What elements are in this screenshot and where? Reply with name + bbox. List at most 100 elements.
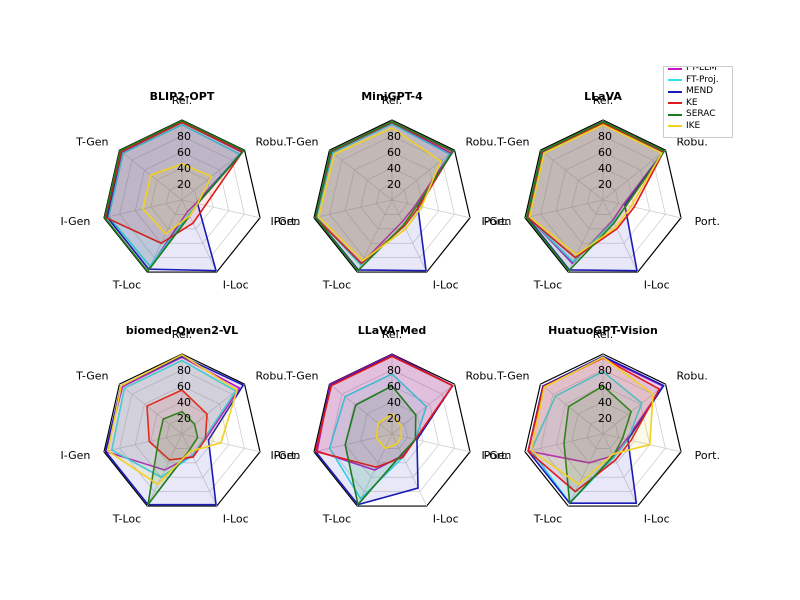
series-ike	[528, 124, 663, 256]
radar-grid-ring	[119, 369, 245, 493]
radial-tick-label: 20	[177, 178, 191, 191]
legend-label: FT-Proj.	[686, 74, 719, 85]
radial-tick-label: 20	[387, 178, 401, 191]
legend-swatch	[668, 67, 682, 70]
axis-label: Robu.	[465, 369, 496, 382]
axis-label: Rel.	[382, 94, 402, 107]
axis-label: I-Gen	[270, 215, 300, 228]
series-ke	[314, 355, 454, 468]
legend-label: MEND	[686, 86, 714, 96]
radial-tick-label: 20	[598, 412, 612, 425]
axis-label: Port.	[484, 449, 509, 462]
radar-grid-ring	[360, 167, 424, 230]
radial-tick-label: 60	[177, 380, 191, 393]
radial-tick-label: 40	[598, 396, 612, 409]
radial-tick-label: 40	[598, 162, 612, 175]
axis-label: I-Loc	[223, 513, 249, 526]
panel-title: LLaVA	[584, 90, 622, 103]
radar-spoke	[329, 149, 393, 201]
axis-label: I-Loc	[223, 279, 249, 292]
radial-tick-label: 20	[387, 412, 401, 425]
axis-label: T-Loc	[322, 279, 351, 292]
axis-label: Port.	[695, 215, 720, 228]
radial-tick-label: 80	[598, 130, 612, 143]
radar-spoke	[181, 433, 218, 507]
radar-grid-ring	[344, 151, 440, 244]
radial-tick-label: 40	[387, 396, 401, 409]
legend-item: FT-LLM	[668, 67, 717, 74]
radial-tick-label: 40	[177, 396, 191, 409]
radar-panel: LLaVA-Med 20 40 60 80 Rel. Robu. Port. I-Loc T-Lo…	[270, 324, 508, 526]
axis-label: Port.	[484, 215, 509, 228]
radar-spoke	[391, 199, 428, 273]
radar-grid-ring	[375, 183, 409, 215]
series-ke	[146, 389, 208, 461]
radar-spoke	[181, 149, 245, 201]
radar-spoke	[391, 383, 455, 435]
radar-grid-ring	[586, 183, 620, 215]
radar-panel: HuatuoGPT-Vision20406080Rel.Robu.Port.I-…	[481, 324, 719, 526]
panel-title: MiniGPT-4	[361, 90, 423, 103]
axis-label: I-Loc	[644, 513, 670, 526]
radial-tick-label: 80	[177, 130, 191, 143]
axis-label: T-Gen	[285, 135, 318, 148]
radar-spoke	[602, 149, 666, 201]
legend-label: KE	[686, 97, 698, 108]
axis-label: Robu.	[465, 135, 496, 148]
radial-tick-label: 40	[387, 162, 401, 175]
axis-label: T-Gen	[75, 369, 108, 382]
legend-swatch	[668, 79, 682, 81]
radar-spoke	[602, 433, 682, 453]
axis-label: I-Gen	[270, 449, 300, 462]
legend-swatch	[668, 125, 682, 127]
radar-grid-ring	[165, 183, 199, 215]
axis-label: Robu.	[676, 369, 707, 382]
radial-tick-label: 80	[387, 130, 401, 143]
axis-label: T-Loc	[322, 513, 351, 526]
panel-title: HuatuoGPT-Vision	[548, 324, 658, 337]
radial-tick-label: 80	[598, 364, 612, 377]
radar-grid-ring	[375, 417, 409, 449]
axis-label: I-Gen	[481, 215, 511, 228]
radial-tick-label: 60	[598, 146, 612, 159]
axis-label: Robu.	[676, 135, 707, 148]
radar-spoke	[313, 433, 393, 453]
radial-tick-label: 80	[387, 364, 401, 377]
panel-title: LLaVA-Med	[358, 324, 427, 337]
series-ike	[317, 127, 442, 262]
radar-panel: BLIP2-OPT 20 40 60 80 Rel. Robu. Port. I-Loc T-Lo…	[60, 90, 298, 292]
legend-label: IKE	[686, 120, 701, 131]
radial-tick-label: 60	[177, 146, 191, 159]
radar-outer-frame	[524, 353, 682, 507]
legend-item: IKE	[668, 121, 700, 132]
axis-label: Rel.	[593, 94, 613, 107]
axis-label: Rel.	[172, 94, 192, 107]
radar-grid-ring	[586, 417, 620, 449]
radar-spoke	[313, 199, 393, 219]
axis-label: I-Loc	[644, 279, 670, 292]
radar-spoke	[524, 199, 604, 219]
radar-spoke	[602, 383, 666, 435]
series-ike	[107, 353, 238, 486]
axis-label: I-Loc	[433, 513, 459, 526]
radar-spoke	[329, 383, 393, 435]
radar-grid-ring	[555, 151, 651, 244]
radar-outer-frame	[103, 353, 261, 507]
radial-tick-label: 80	[177, 364, 191, 377]
radar-spoke	[391, 433, 428, 507]
radar-spoke	[540, 149, 604, 201]
axis-label: T-Gen	[75, 135, 108, 148]
axis-label: Rel.	[172, 328, 192, 341]
axis-label: I-Gen	[60, 215, 90, 228]
radar-spoke	[602, 199, 639, 273]
axis-label: T-Gen	[496, 369, 529, 382]
legend-swatch	[668, 102, 682, 104]
radial-tick-label: 20	[177, 412, 191, 425]
radar-spoke	[119, 383, 183, 435]
radial-tick-label: 40	[177, 162, 191, 175]
radar-grid-ring	[329, 369, 455, 493]
radar-spoke	[391, 149, 455, 201]
legend-item: SERAC	[668, 109, 716, 120]
radar-spoke	[540, 383, 604, 435]
radar-outer-frame	[313, 119, 471, 273]
